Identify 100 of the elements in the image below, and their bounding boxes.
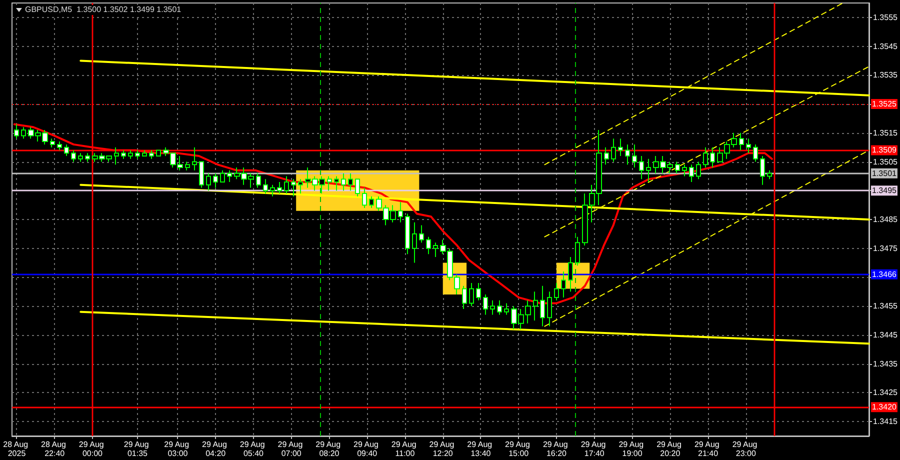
ref-line-label: 1.3466 [872,270,898,279]
candlestick [21,126,26,140]
candlestick [767,170,772,180]
candlestick [263,178,268,194]
candlestick [497,300,502,316]
candlestick [504,302,509,316]
x-tick-label: 29 Aug 16:20 [542,440,570,458]
x-tick-label: 29 Aug 08:20 [316,440,343,458]
candlestick [362,187,367,208]
candlestick [675,161,680,174]
candlestick [632,144,637,168]
x-tick-label: 29 Aug 04:20 [202,440,230,458]
candlestick [746,138,751,154]
candlestick [355,178,360,197]
y-tick-label: 1.3505 [873,157,898,166]
candlestick [185,161,190,171]
candlestick [114,146,119,166]
y-tick-label: 1.3425 [873,388,898,398]
y-tick-label: 1.3545 [873,42,898,51]
candlestick [369,196,374,208]
candlestick [760,155,765,186]
y-tick-label: 1.3555 [873,12,898,22]
x-tick-label: 29 Aug 13:40 [467,440,494,458]
x-tick-label: 29 Aug 20:20 [656,440,684,458]
y-tick-label: 1.3535 [873,70,898,80]
candlestick [64,144,69,156]
candlestick [135,150,140,160]
candlestick [483,294,488,316]
candlestick [547,291,552,327]
y-tick-label: 1.3515 [873,128,898,138]
x-tick-label: 28 Aug 2025 [3,440,30,458]
candlestick [256,172,261,188]
x-tick-label: 29 Aug 05:40 [240,440,268,458]
candlestick [57,141,62,151]
y-tick-label: 1.3445 [873,330,898,340]
candlestick [199,161,204,188]
candlestick [646,158,651,182]
candlestick [220,170,225,182]
candlestick [710,146,715,168]
candlestick [419,224,424,244]
candlestick [291,178,296,197]
x-tick-label: 29 Aug 21:40 [694,440,722,458]
candlestick [639,155,644,180]
candlestick [284,176,289,194]
candlestick [469,282,474,307]
candlestick [540,285,545,327]
candlestick [270,184,275,197]
ref-line-label: 1.3509 [872,146,898,155]
candlestick [78,152,83,162]
candlestick [625,144,630,166]
candlestick [348,172,353,192]
candlestick [192,146,197,171]
candlestick [490,300,495,316]
candlestick [476,282,481,301]
candlestick [604,146,609,166]
x-tick-label: 29 Aug 12:20 [429,440,456,458]
candlestick [14,124,19,140]
candlestick [433,242,438,258]
y-tick-label: 1.3435 [873,359,898,368]
x-tick-label: 29 Aug 00:00 [78,440,106,458]
candlestick [703,146,708,168]
candlestick [533,291,538,322]
candlestick [213,172,218,188]
candlestick [739,132,744,151]
candlestick [561,270,566,298]
ref-line-label: 1.3525 [872,100,898,109]
candlestick [298,178,303,194]
candlestick [682,164,687,177]
candlestick [611,138,616,162]
candlestick [554,282,559,301]
candlestick [206,172,211,192]
x-tick-label: 29 Aug 07:00 [278,440,305,458]
candlestick [696,161,701,180]
candlestick [50,138,55,148]
candlestick [618,138,623,156]
candlestick [277,181,282,194]
candlestick [156,150,161,156]
candlestick [426,236,431,255]
x-tick-label: 29 Aug 19:00 [618,440,646,458]
candlestick [121,150,126,160]
x-tick-label: 29 Aug 09:40 [354,440,381,458]
candlestick [689,164,694,182]
candlestick [341,172,346,192]
x-tick-label: 29 Aug 03:00 [164,440,192,458]
candlestick [575,236,580,266]
x-tick-label: 29 Aug 11:00 [391,440,419,458]
candlestick [227,170,232,182]
candlestick [462,285,467,310]
x-tick-label: 29 Aug 23:00 [732,440,760,458]
candlestick [334,176,339,192]
x-tick-label: 29 Aug 17:40 [580,440,608,458]
candlestick [753,144,758,162]
y-tick-label: 1.3485 [873,215,898,224]
ref-line-label: 1.3501 [872,168,898,178]
candlestick [568,256,573,292]
candlestick [142,150,147,156]
y-tick-label: 1.3455 [873,302,898,311]
candlestick [85,152,90,162]
candlestick [71,150,76,162]
y-tick-label: 1.3415 [873,417,898,426]
